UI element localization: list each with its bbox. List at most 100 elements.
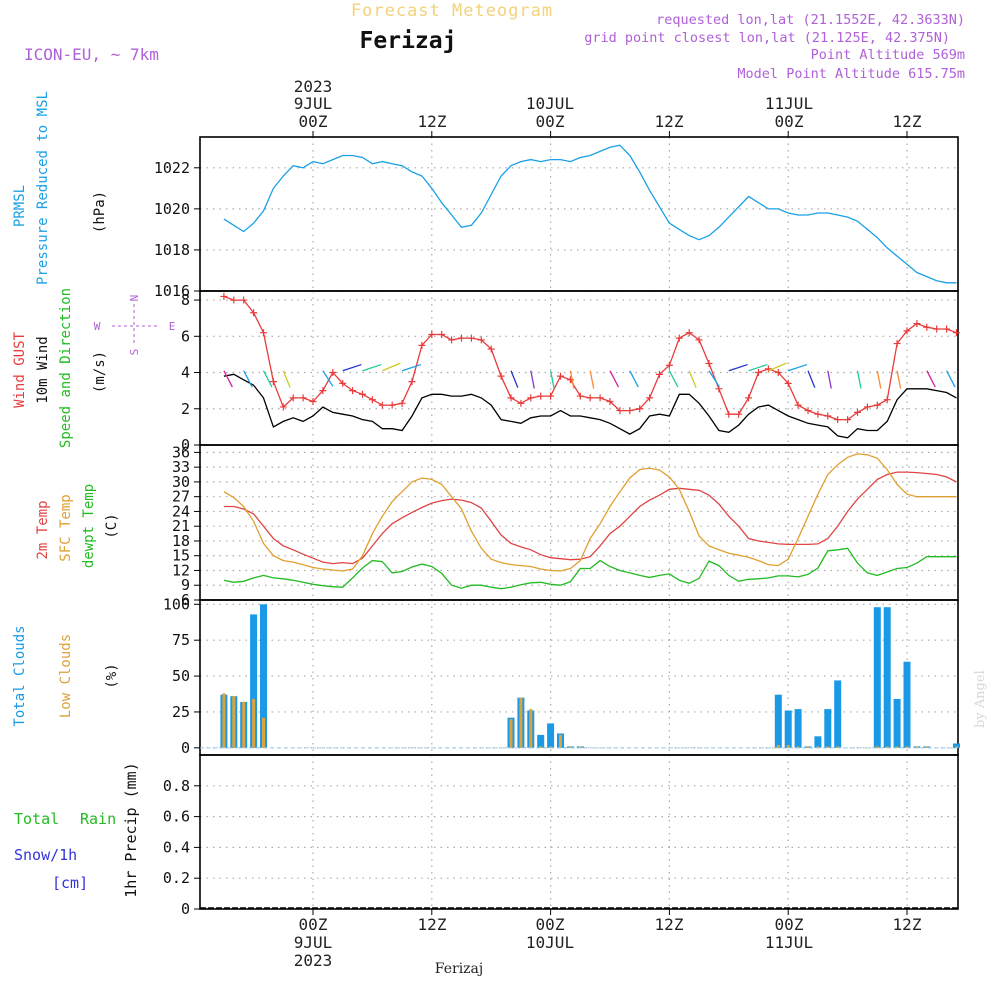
wind-arrow bbox=[589, 370, 595, 389]
top-day-label-3: 11JUL bbox=[765, 94, 813, 113]
wind-arrow bbox=[827, 370, 832, 389]
pressure-label-2: Pressure Reduced to MSL bbox=[35, 91, 51, 285]
bottom-day-label-3: 11JUL bbox=[765, 933, 813, 952]
y-tick-label: 30 bbox=[172, 473, 190, 491]
wind-arrow bbox=[510, 370, 519, 388]
credit-watermark: by Angel bbox=[973, 670, 988, 728]
y-tick-label: 1020 bbox=[154, 200, 190, 218]
series-line bbox=[223, 547, 957, 590]
low-cloud-bar bbox=[875, 746, 879, 748]
gust-marker bbox=[220, 292, 228, 300]
bottom-tick-label-3: 00Z bbox=[536, 915, 565, 934]
low-cloud-bar bbox=[519, 697, 523, 748]
precip-snow-unit: [cm] bbox=[52, 874, 88, 892]
chart-title: Forecast Meteogram bbox=[351, 1, 553, 21]
gust-marker bbox=[784, 379, 792, 387]
series-line bbox=[223, 453, 957, 572]
wind-arrow bbox=[609, 370, 620, 388]
model-label: ICON-EU, ~ 7km bbox=[24, 45, 159, 64]
wind-arrow bbox=[549, 370, 555, 389]
gust-marker bbox=[359, 390, 366, 398]
wind-arrow bbox=[401, 363, 422, 372]
y-tick-label: 0.8 bbox=[163, 777, 190, 795]
gust-marker bbox=[408, 378, 416, 386]
gust-marker bbox=[844, 416, 852, 424]
low-cloud-bar bbox=[539, 746, 543, 748]
wind-arrow bbox=[787, 363, 808, 372]
low-cloud-bar bbox=[826, 746, 830, 748]
gust-marker bbox=[418, 341, 426, 349]
wind-arrow bbox=[856, 370, 862, 389]
compass-north-label: N bbox=[128, 295, 141, 302]
wind-speed-dir-label: Speed and Direction bbox=[58, 288, 74, 448]
wind-arrow bbox=[223, 370, 233, 388]
y-tick-label: 100 bbox=[163, 595, 190, 613]
gust-marker bbox=[893, 340, 901, 348]
panel-border bbox=[199, 136, 959, 292]
gust-marker bbox=[834, 416, 842, 424]
gust-marker bbox=[378, 401, 386, 409]
gust-marker bbox=[675, 334, 683, 342]
gust-marker bbox=[616, 407, 624, 415]
total-cloud-bar bbox=[260, 604, 267, 748]
y-tick-label: 0 bbox=[181, 739, 190, 757]
gust-marker bbox=[665, 361, 673, 369]
total-cloud-bar bbox=[250, 614, 258, 748]
gust-marker bbox=[586, 394, 594, 402]
requested-coords: requested lon,lat (21.1552E, 42.3633N) bbox=[656, 12, 965, 28]
total-cloud-bar bbox=[953, 743, 960, 748]
gust-marker bbox=[289, 394, 297, 402]
y-tick-label: 0.4 bbox=[163, 838, 190, 856]
gust-marker bbox=[458, 334, 465, 342]
y-tick-label: 0 bbox=[181, 436, 190, 454]
low-cloud-bar bbox=[242, 701, 246, 748]
point-altitude: Point Altitude 569m bbox=[811, 47, 965, 63]
total-cloud-bar bbox=[824, 709, 832, 748]
gust-marker bbox=[279, 403, 287, 411]
gust-marker bbox=[774, 369, 782, 377]
top-tick-label-2: 12Z bbox=[418, 112, 447, 131]
gust-marker bbox=[764, 365, 772, 373]
top-year-label: 2023 bbox=[294, 77, 333, 96]
low-cloud-bar bbox=[836, 746, 840, 748]
gust-marker bbox=[824, 412, 832, 420]
gust-marker bbox=[339, 379, 347, 387]
low-cloud-bar bbox=[796, 746, 800, 748]
panel-border bbox=[199, 599, 959, 756]
wind-compass: W E N S bbox=[94, 295, 176, 356]
low-cloud-bar bbox=[222, 693, 226, 748]
y-tick-label: 15 bbox=[172, 547, 190, 565]
top-tick-label-4: 12Z bbox=[655, 112, 684, 131]
y-tick-label: 0.6 bbox=[163, 808, 190, 826]
temp-2m-label: 2m Temp bbox=[35, 500, 51, 559]
y-tick-label: 21 bbox=[172, 517, 190, 535]
gust-marker bbox=[636, 405, 644, 413]
bottom-tick-label-6: 12Z bbox=[893, 915, 922, 934]
gust-marker bbox=[448, 336, 456, 344]
gust-marker bbox=[923, 323, 931, 331]
wind-arrow bbox=[668, 370, 679, 388]
total-cloud-bar bbox=[794, 709, 802, 748]
gust-marker bbox=[557, 372, 564, 380]
gust-marker bbox=[368, 396, 376, 404]
y-tick-label: 33 bbox=[172, 458, 190, 476]
total-cloud-bar bbox=[774, 694, 782, 748]
gust-marker bbox=[329, 369, 337, 377]
total-cloud-bar bbox=[903, 661, 911, 748]
gust-marker bbox=[913, 320, 921, 328]
gust-marker bbox=[804, 407, 812, 415]
wind-10m-label: 10m Wind bbox=[35, 336, 51, 403]
low-cloud-bar bbox=[925, 746, 929, 748]
gust-marker bbox=[626, 407, 634, 415]
compass-west-label: W bbox=[94, 320, 101, 333]
gust-marker bbox=[883, 396, 891, 404]
wind-arrow bbox=[569, 370, 575, 389]
low-clouds-label: Low Clouds bbox=[58, 634, 74, 718]
gust-marker bbox=[497, 372, 505, 380]
y-tick-label: 50 bbox=[172, 667, 190, 685]
footer-location: Ferizaj bbox=[435, 961, 483, 977]
low-cloud-bar bbox=[806, 746, 810, 748]
total-cloud-bar bbox=[547, 723, 555, 748]
top-day-label-2: 10JUL bbox=[526, 94, 574, 113]
total-clouds-label: Total Clouds bbox=[12, 625, 28, 726]
